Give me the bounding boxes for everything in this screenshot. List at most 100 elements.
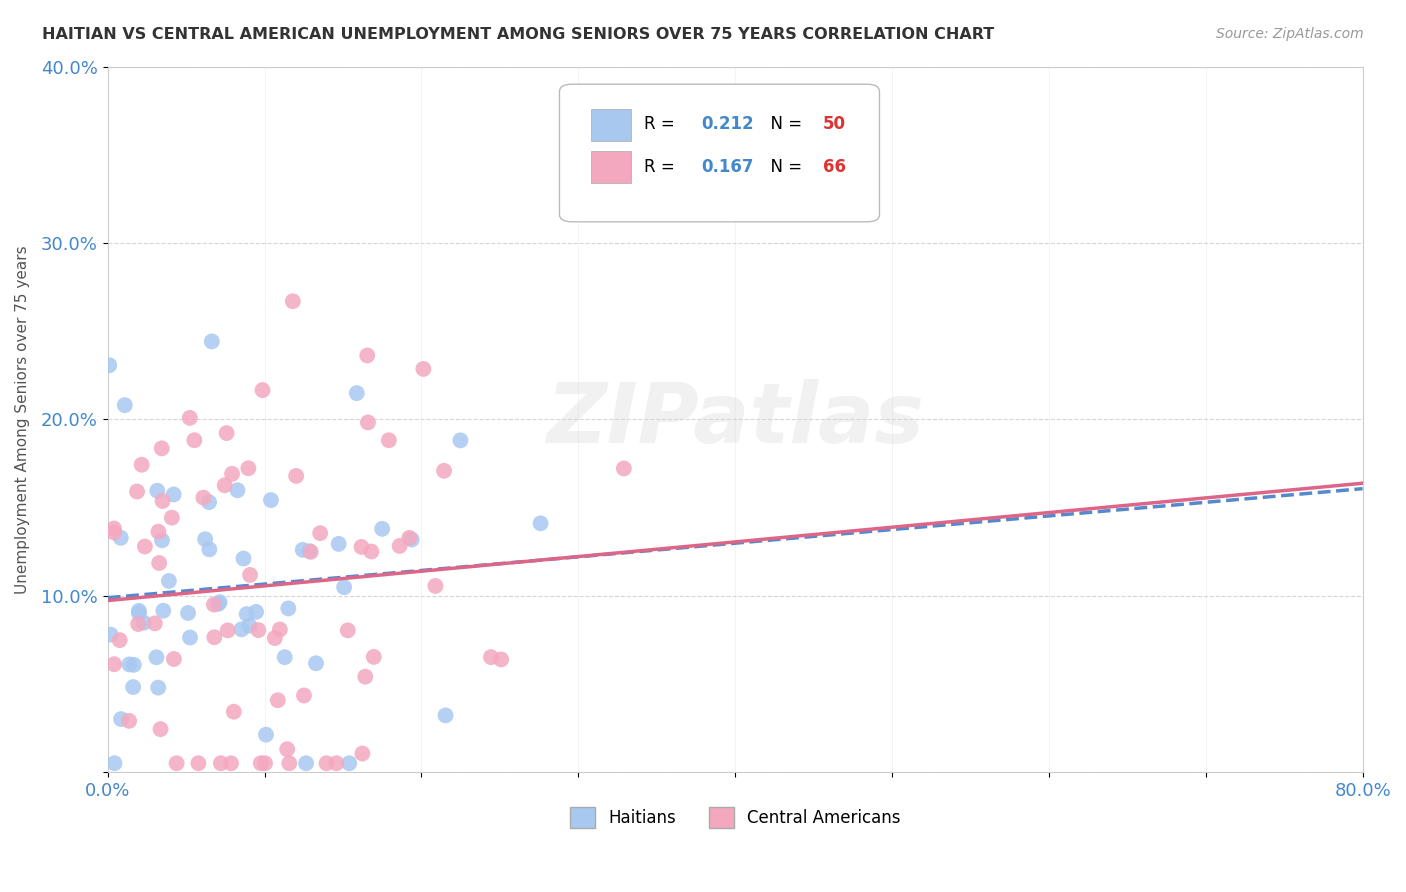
Text: ZIPatlas: ZIPatlas [546, 379, 924, 459]
Point [202, 598, 225, 612]
Point [207, 597, 229, 611]
Point [278, 756, 301, 771]
Point [325, 756, 347, 771]
Point [309, 526, 332, 541]
Point [354, 670, 377, 684]
Point [238, 461, 260, 475]
Point [198, 495, 221, 509]
Point [148, 556, 170, 570]
Point [149, 722, 172, 736]
Point [157, 574, 180, 588]
Text: 66: 66 [823, 159, 846, 177]
Point [163, 652, 186, 666]
Point [128, 604, 150, 618]
Point [110, 712, 132, 726]
Point [363, 649, 385, 664]
Point [336, 624, 359, 638]
Point [254, 728, 277, 742]
Point [378, 434, 401, 448]
Point [226, 483, 249, 498]
Point [131, 458, 153, 472]
Point [299, 545, 322, 559]
Point [412, 362, 434, 376]
Point [134, 540, 156, 554]
Point [152, 604, 174, 618]
Text: 0.167: 0.167 [702, 159, 754, 177]
Point [350, 540, 373, 554]
Point [179, 631, 201, 645]
Point [298, 544, 321, 558]
Point [232, 551, 254, 566]
Point [235, 607, 257, 621]
FancyBboxPatch shape [560, 84, 880, 222]
Point [150, 533, 173, 548]
Point [281, 294, 304, 309]
Point [238, 618, 260, 632]
Point [333, 580, 356, 594]
Point [214, 478, 236, 492]
Point [529, 516, 551, 531]
Text: R =: R = [644, 159, 679, 177]
Point [193, 491, 215, 505]
Point [263, 631, 285, 645]
Point [98, 358, 121, 372]
Point [388, 539, 411, 553]
Point [122, 657, 145, 672]
Point [346, 386, 368, 401]
Point [103, 525, 125, 540]
Point [401, 533, 423, 547]
Point [125, 484, 148, 499]
Point [187, 756, 209, 771]
Point [434, 708, 457, 723]
Text: N =: N = [761, 115, 807, 133]
Point [208, 595, 231, 609]
Legend: Haitians, Central Americans: Haitians, Central Americans [562, 801, 907, 834]
Point [143, 616, 166, 631]
Text: R =: R = [644, 115, 679, 133]
Y-axis label: Unemployment Among Seniors over 75 years: Unemployment Among Seniors over 75 years [15, 245, 30, 594]
Point [239, 568, 262, 582]
Point [122, 680, 145, 694]
Point [148, 681, 170, 695]
Point [433, 464, 456, 478]
Point [253, 756, 276, 771]
Point [108, 633, 131, 648]
Point [247, 623, 270, 637]
Point [352, 747, 374, 761]
Text: N =: N = [761, 159, 807, 177]
Point [150, 442, 173, 456]
Point [118, 657, 141, 672]
Point [357, 416, 380, 430]
Point [328, 537, 350, 551]
Point [179, 410, 201, 425]
Point [449, 434, 471, 448]
Point [201, 334, 224, 349]
Point [215, 426, 238, 441]
Point [132, 615, 155, 630]
Point [371, 522, 394, 536]
Text: 0.212: 0.212 [702, 115, 754, 133]
Point [295, 756, 318, 771]
Point [269, 623, 291, 637]
Point [231, 623, 253, 637]
Point [163, 487, 186, 501]
Point [177, 606, 200, 620]
Point [145, 650, 167, 665]
Point [305, 657, 328, 671]
Point [166, 756, 188, 771]
Point [277, 601, 299, 615]
Point [267, 693, 290, 707]
Point [183, 434, 205, 448]
Text: HAITIAN VS CENTRAL AMERICAN UNEMPLOYMENT AMONG SENIORS OVER 75 YEARS CORRELATION: HAITIAN VS CENTRAL AMERICAN UNEMPLOYMENT… [42, 27, 994, 42]
Point [276, 742, 298, 756]
Point [127, 617, 149, 632]
Point [194, 532, 217, 546]
Text: 50: 50 [823, 115, 846, 133]
Point [337, 756, 360, 771]
Point [110, 531, 132, 545]
Point [260, 493, 283, 508]
Point [221, 467, 243, 481]
Point [209, 756, 232, 771]
Point [222, 705, 245, 719]
FancyBboxPatch shape [591, 109, 631, 141]
